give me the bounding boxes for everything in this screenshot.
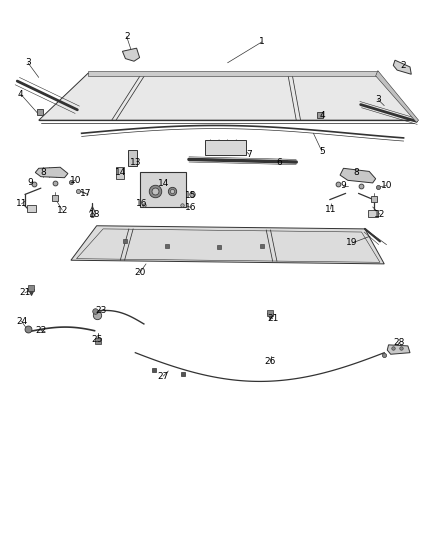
Text: 16: 16 (185, 203, 197, 212)
Polygon shape (88, 71, 378, 76)
Text: 18: 18 (89, 210, 100, 219)
FancyBboxPatch shape (128, 150, 138, 166)
Text: 7: 7 (246, 150, 252, 159)
Polygon shape (387, 345, 410, 354)
Text: 4: 4 (319, 110, 325, 119)
FancyBboxPatch shape (27, 205, 36, 212)
Polygon shape (71, 226, 384, 264)
Text: 10: 10 (381, 181, 392, 190)
Text: 13: 13 (130, 158, 141, 166)
Text: 20: 20 (134, 268, 145, 277)
Text: 11: 11 (325, 205, 336, 214)
FancyBboxPatch shape (155, 176, 163, 188)
Text: 15: 15 (185, 191, 197, 200)
Text: 12: 12 (374, 210, 385, 219)
FancyBboxPatch shape (141, 173, 186, 207)
Text: 19: 19 (346, 238, 358, 247)
Text: 1: 1 (259, 37, 265, 46)
Text: 6: 6 (276, 158, 282, 166)
Text: 28: 28 (394, 338, 405, 347)
Text: 21: 21 (267, 314, 278, 323)
Polygon shape (39, 73, 417, 120)
Text: 26: 26 (265, 357, 276, 366)
Text: 22: 22 (35, 326, 46, 335)
Text: 23: 23 (95, 306, 106, 316)
Text: 12: 12 (57, 206, 68, 215)
Text: 3: 3 (375, 95, 381, 104)
Text: 17: 17 (80, 189, 92, 198)
Text: 9: 9 (341, 181, 346, 190)
Text: 2: 2 (124, 32, 130, 41)
Text: 11: 11 (16, 199, 27, 208)
Text: 4: 4 (18, 90, 24, 99)
FancyBboxPatch shape (368, 209, 378, 217)
Text: 21: 21 (19, 288, 31, 297)
Polygon shape (393, 60, 411, 74)
Text: 2: 2 (401, 61, 406, 70)
Text: 9: 9 (27, 179, 33, 188)
Text: 14: 14 (158, 180, 169, 189)
Text: 8: 8 (353, 168, 359, 177)
Text: 27: 27 (158, 372, 169, 381)
Polygon shape (123, 48, 140, 61)
Polygon shape (376, 71, 419, 123)
Text: 25: 25 (91, 335, 102, 344)
Text: 8: 8 (40, 168, 46, 177)
Polygon shape (35, 167, 68, 177)
FancyBboxPatch shape (205, 140, 246, 155)
Text: 16: 16 (136, 199, 148, 208)
Text: 24: 24 (16, 317, 27, 326)
Polygon shape (340, 168, 376, 183)
Text: 5: 5 (319, 147, 325, 156)
Text: 14: 14 (115, 168, 126, 177)
FancyBboxPatch shape (116, 167, 124, 179)
Text: 3: 3 (25, 58, 31, 67)
Text: 10: 10 (70, 176, 81, 185)
